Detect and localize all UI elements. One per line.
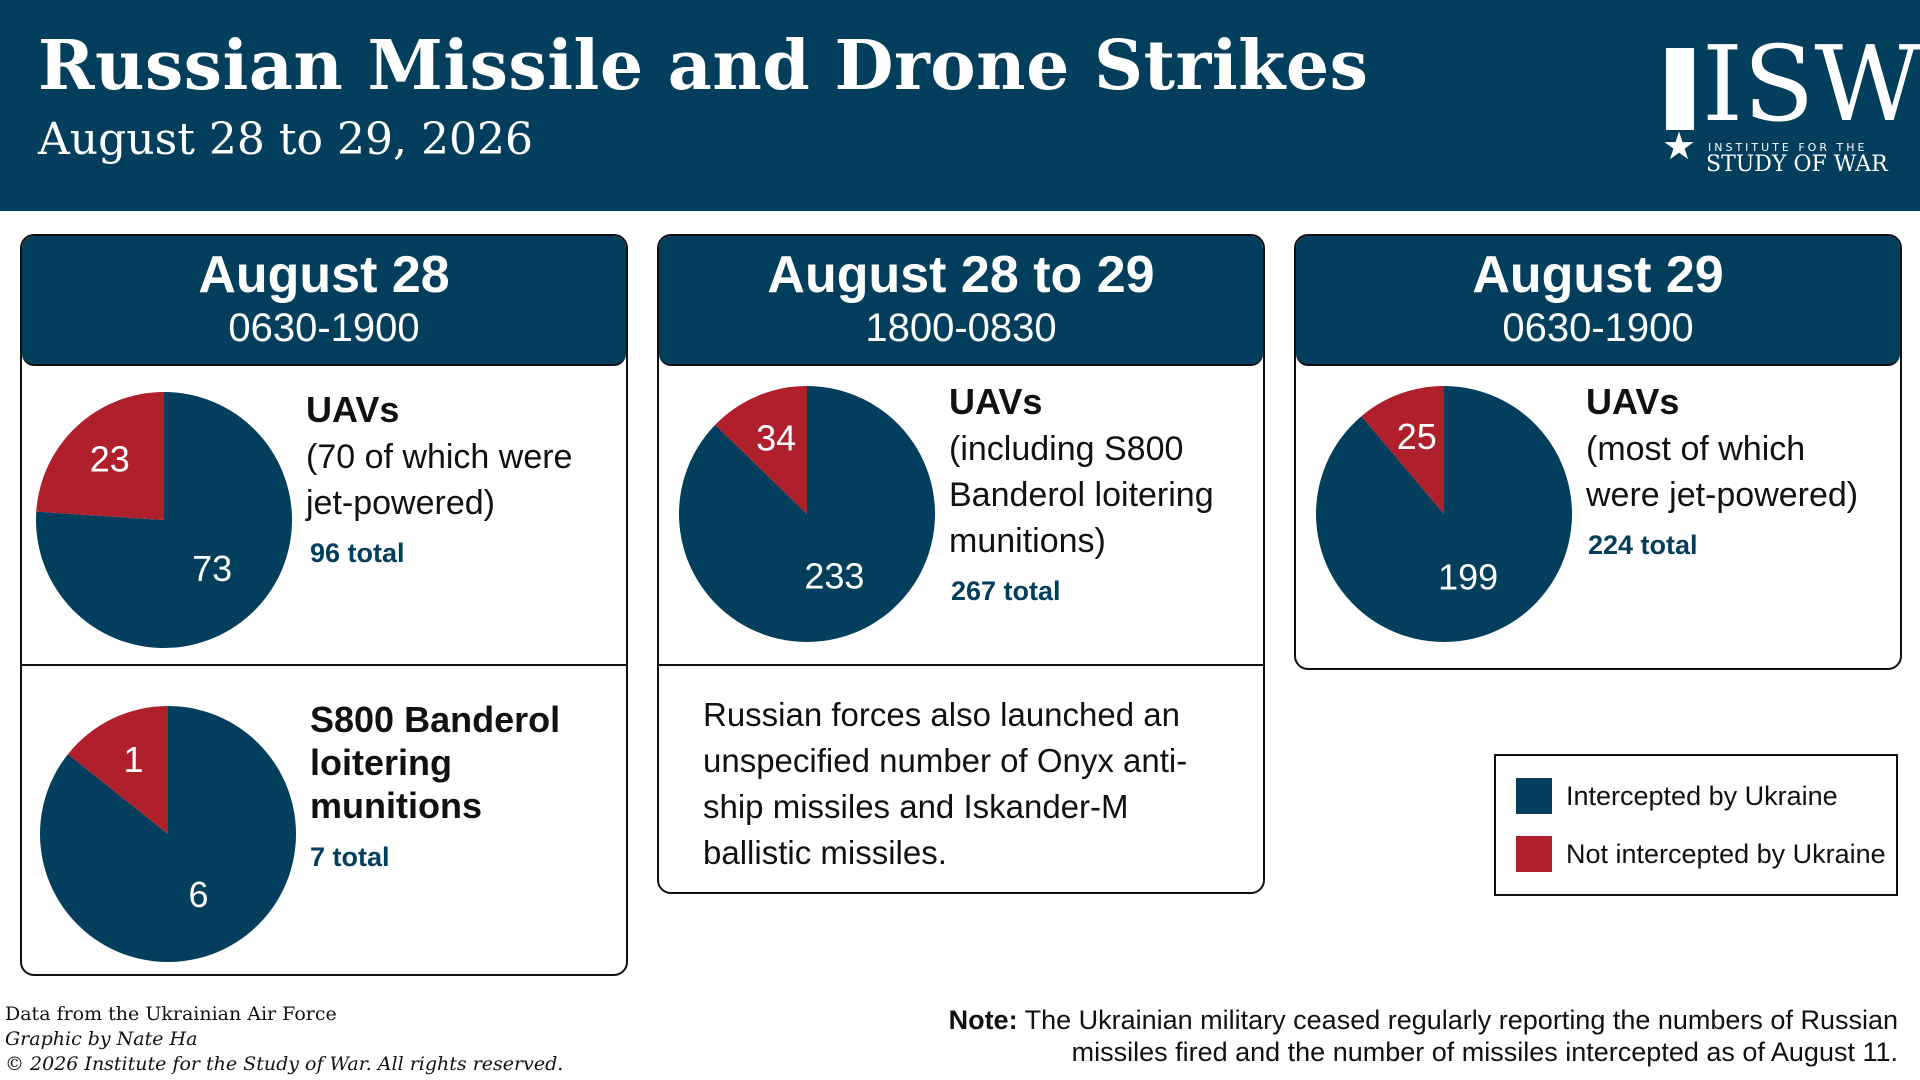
panel-divider	[659, 664, 1263, 666]
panel-header: August 28 0630-1900	[22, 236, 626, 366]
uav-desc-line1: (70 of which were	[306, 438, 573, 476]
pie-label-not-intercepted: 1	[124, 739, 144, 780]
panel-date: August 28 to 29	[767, 246, 1155, 304]
pie-slice-not-intercepted	[67, 706, 168, 834]
pie-label-intercepted: 233	[804, 555, 864, 596]
s800-title-line1: S800 Banderol	[310, 699, 561, 740]
uav-desc-line1: (most of which	[1586, 430, 1806, 468]
footer-credits: Data from the Ukrainian Air Force Graphi…	[5, 1002, 563, 1077]
note-line2: missiles fired and the number of missile…	[1071, 1037, 1898, 1067]
pie-label-not-intercepted: 25	[1397, 416, 1437, 457]
panel-time: 0630-1900	[228, 306, 420, 350]
footnote: Note: The Ukrainian military ceased regu…	[949, 1004, 1898, 1068]
isw-logo: ISW ★ INSTITUTE FOR THE STUDY OF WAR	[1650, 32, 1920, 180]
legend-label-not-intercepted: Not intercepted by Ukraine	[1566, 838, 1886, 869]
panel-aug29: August 29 0630-1900 199 25 UAVs (most of …	[1294, 234, 1902, 670]
uav-total: 267 total	[951, 576, 1061, 606]
pie-label-not-intercepted: 34	[756, 417, 796, 458]
uav-title: UAVs	[949, 381, 1043, 422]
pie-slice-not-intercepted	[36, 392, 164, 520]
pie-slice-not-intercepted	[1361, 386, 1444, 514]
pie-slice-intercepted	[39, 706, 296, 962]
panel-header: August 28 to 29 1800-0830	[659, 236, 1263, 366]
pie-label-intercepted: 199	[1438, 557, 1498, 598]
legend-item-not-intercepted: Not intercepted by Ukraine	[1516, 836, 1886, 872]
uav-desc-line2: Banderol loitering	[949, 476, 1214, 514]
note-label: Note:	[948, 1005, 1018, 1035]
pie-label-not-intercepted: 23	[90, 439, 130, 480]
panel-time: 0630-1900	[1502, 306, 1694, 350]
panel-time: 1800-0830	[865, 306, 1057, 350]
legend-swatch-intercepted	[1516, 778, 1552, 814]
panel-date: August 29	[1472, 246, 1724, 304]
pie-slice-not-intercepted	[715, 386, 807, 514]
logo-line1: INSTITUTE FOR THE	[1708, 141, 1868, 154]
pie-label-intercepted: 6	[189, 874, 209, 915]
pie-chart-aug28-uav: 73 23	[35, 392, 292, 648]
logo-line2: STUDY OF WAR	[1706, 152, 1888, 177]
panel-aug28: August 28 0630-1900 73 23 UAVs (70 of whi…	[20, 234, 628, 976]
s800-title-line3: munitions	[310, 785, 482, 826]
data-source: Data from the Ukrainian Air Force	[5, 1003, 337, 1025]
pie-slice-intercepted	[35, 392, 292, 648]
uav-desc-line2: were jet-powered)	[1586, 476, 1859, 514]
logo-bar-icon	[1666, 48, 1694, 130]
uav-title: UAVs	[306, 389, 400, 430]
legend: Intercepted by Ukraine Not intercepted b…	[1494, 754, 1898, 896]
panel-header: August 29 0630-1900	[1296, 236, 1900, 366]
panel-divider	[22, 664, 626, 666]
copyright: © 2026 Institute for the Study of War. A…	[5, 1053, 564, 1075]
star-icon: ★	[1662, 126, 1697, 168]
legend-item-intercepted: Intercepted by Ukraine	[1516, 778, 1838, 814]
logo-text: ISW	[1702, 23, 1920, 145]
page-title: Russian Missile and Drone Strikes	[38, 26, 1369, 106]
pie-chart-aug29-uav: 199 25	[1316, 386, 1572, 642]
panel-aug28-to-29: August 28 to 29 1800-0830 233 34 UAVs (in…	[657, 234, 1265, 894]
note-line4: ballistic missiles.	[703, 834, 947, 871]
graphic-credit: Graphic by Nate Ha	[5, 1028, 198, 1050]
note-line3: ship missiles and Iskander-M	[703, 788, 1129, 825]
uav-total: 96 total	[310, 538, 405, 568]
page-subtitle: August 28 to 29, 2026	[38, 114, 533, 165]
legend-swatch-not-intercepted	[1516, 836, 1552, 872]
note-line1: Russian forces also launched an	[703, 696, 1180, 733]
legend-label-intercepted: Intercepted by Ukraine	[1566, 780, 1838, 811]
note-line2: unspecified number of Onyx anti-	[703, 742, 1188, 779]
s800-title-line2: loitering	[310, 742, 452, 783]
uav-desc-line2: jet-powered)	[306, 484, 495, 522]
pie-chart-aug28to29-uav: 233 34	[679, 386, 935, 642]
s800-total: 7 total	[310, 842, 390, 872]
pie-chart-aug28-s800: 61	[39, 706, 296, 962]
header: Russian Missile and Drone Strikes August…	[0, 0, 1920, 211]
uav-desc-line1: (including S800	[949, 430, 1184, 468]
pie-label-intercepted: 73	[192, 548, 232, 589]
panel-date: August 28	[198, 246, 450, 304]
uav-title: UAVs	[1586, 381, 1680, 422]
note-line1: The Ukrainian military ceased regularly …	[1024, 1005, 1898, 1035]
uav-desc-line3: munitions)	[949, 522, 1106, 560]
uav-total: 224 total	[1588, 530, 1698, 560]
